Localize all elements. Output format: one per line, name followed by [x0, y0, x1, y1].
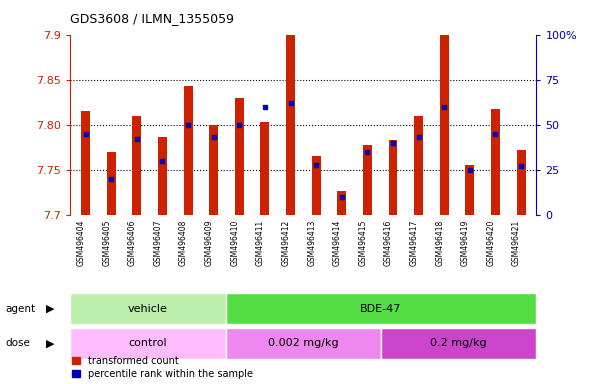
Text: GSM496407: GSM496407	[153, 220, 163, 266]
Text: GSM496420: GSM496420	[486, 220, 496, 266]
Bar	[158, 137, 167, 215]
Bar	[81, 111, 90, 215]
Text: GSM496416: GSM496416	[384, 220, 393, 266]
Text: ▶: ▶	[46, 338, 55, 348]
Bar	[260, 122, 269, 215]
Text: GSM496418: GSM496418	[435, 220, 444, 266]
Text: GDS3608 / ILMN_1355059: GDS3608 / ILMN_1355059	[70, 12, 234, 25]
Text: GSM496408: GSM496408	[179, 220, 188, 266]
Bar	[389, 140, 398, 215]
Text: GSM496411: GSM496411	[256, 220, 265, 266]
Bar	[225, 328, 381, 359]
Bar	[184, 86, 192, 215]
Text: GSM496413: GSM496413	[307, 220, 316, 266]
Text: GSM496419: GSM496419	[461, 220, 470, 266]
Bar	[381, 328, 536, 359]
Text: vehicle: vehicle	[128, 304, 168, 314]
Bar	[286, 35, 295, 215]
Bar	[491, 109, 500, 215]
Text: GSM496409: GSM496409	[205, 220, 214, 266]
Text: control: control	[129, 338, 167, 348]
Bar	[337, 191, 346, 215]
Text: agent: agent	[5, 304, 35, 314]
Legend: transformed count, percentile rank within the sample: transformed count, percentile rank withi…	[72, 356, 252, 379]
Bar	[225, 293, 536, 324]
Text: 0.002 mg/kg: 0.002 mg/kg	[268, 338, 338, 348]
Text: dose: dose	[5, 338, 30, 348]
Bar	[209, 125, 218, 215]
Bar	[107, 152, 115, 215]
Text: 0.2 mg/kg: 0.2 mg/kg	[430, 338, 487, 348]
Bar	[440, 35, 448, 215]
Bar	[70, 328, 225, 359]
Bar	[312, 156, 321, 215]
Bar	[235, 98, 244, 215]
Text: GSM496421: GSM496421	[512, 220, 521, 266]
Text: BDE-47: BDE-47	[360, 304, 402, 314]
Text: GSM496417: GSM496417	[409, 220, 419, 266]
Text: GSM496412: GSM496412	[282, 220, 291, 266]
Bar	[70, 293, 225, 324]
Text: GSM496414: GSM496414	[333, 220, 342, 266]
Text: ▶: ▶	[46, 304, 55, 314]
Bar	[414, 116, 423, 215]
Bar	[517, 150, 525, 215]
Text: GSM496404: GSM496404	[76, 220, 86, 266]
Bar	[133, 116, 141, 215]
Text: GSM496410: GSM496410	[230, 220, 240, 266]
Text: GSM496406: GSM496406	[128, 220, 137, 266]
Bar	[466, 166, 474, 215]
Text: GSM496415: GSM496415	[359, 220, 367, 266]
Bar	[363, 145, 372, 215]
Text: GSM496405: GSM496405	[102, 220, 111, 266]
